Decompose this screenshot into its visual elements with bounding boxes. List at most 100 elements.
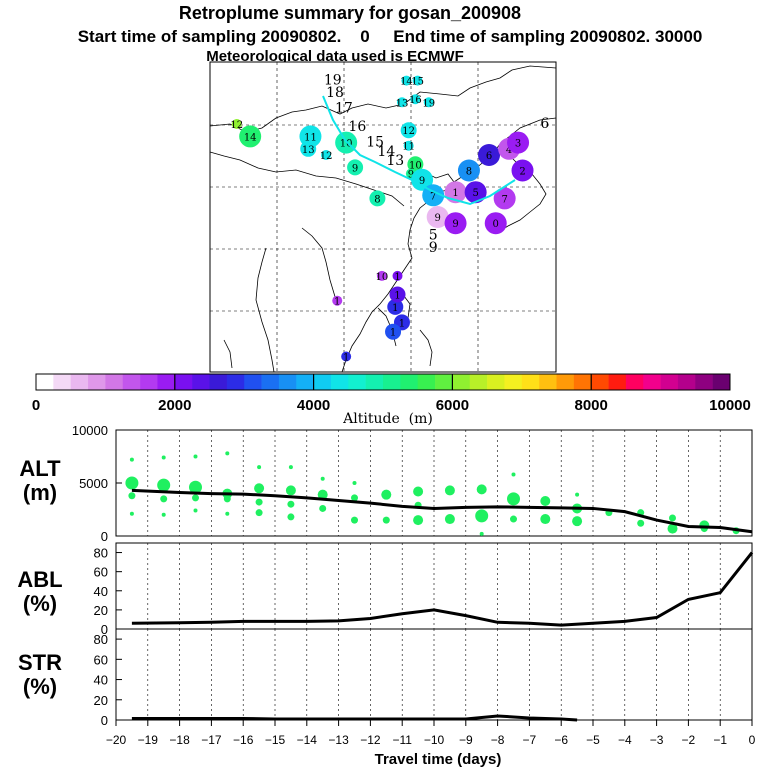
x-tick-label: −5 xyxy=(586,733,600,747)
plume-day-label: 1 xyxy=(452,188,458,199)
plume-marker xyxy=(484,212,507,235)
x-tick-label: −19 xyxy=(138,733,159,747)
y-tick-label: 5000 xyxy=(79,476,108,491)
xaxis-label: Travel time (days) xyxy=(375,751,502,768)
plume-day-label: 9 xyxy=(352,163,358,174)
plume-day-label: 14 xyxy=(244,132,257,143)
y-tick-label: 40 xyxy=(94,584,108,599)
colorbar-cell xyxy=(244,374,262,390)
alt-marker xyxy=(444,514,455,525)
colorbar-cell xyxy=(695,374,713,390)
alt-marker xyxy=(157,478,171,492)
plume-day-label: 15 xyxy=(366,135,384,151)
colorbar-cell xyxy=(677,374,696,390)
x-tick-label: −17 xyxy=(201,733,222,747)
y-tick-label: 20 xyxy=(94,693,108,708)
x-tick-label: −15 xyxy=(265,733,286,747)
colorbar-cell xyxy=(278,374,297,390)
colorbar-cell xyxy=(157,374,176,390)
colorbar-tick-label: 2000 xyxy=(158,397,191,414)
alt-marker xyxy=(257,465,262,470)
plume-day-label: 19 xyxy=(422,98,435,109)
alt-marker xyxy=(479,531,484,536)
colorbar-cell xyxy=(539,374,557,390)
x-tick-label: −8 xyxy=(491,733,505,747)
str-line xyxy=(131,714,578,722)
plume-marker xyxy=(239,125,262,148)
x-tick-label: −20 xyxy=(106,733,127,747)
plume-day-label: 9 xyxy=(452,219,458,230)
colorbar-cell xyxy=(556,374,575,390)
plume-day-label: 12 xyxy=(402,126,415,137)
alt-marker xyxy=(667,523,678,534)
plume-day-label: 8 xyxy=(374,194,380,205)
plume-marker xyxy=(387,298,404,315)
colorbar-cell xyxy=(608,374,627,390)
plume-marker xyxy=(400,122,417,139)
colorbar-tick-label: 8000 xyxy=(575,397,608,414)
plume-day-label: 9 xyxy=(419,176,425,187)
y-tick-label: 80 xyxy=(94,546,108,561)
alt-marker xyxy=(254,483,265,494)
plume-marker xyxy=(412,75,423,86)
plume-day-label: 1 xyxy=(394,272,400,283)
colorbar-cell xyxy=(660,374,679,390)
alt-marker xyxy=(476,484,487,495)
colorbar-cell xyxy=(296,374,314,390)
plume-day-label: 6 xyxy=(486,151,492,162)
colorbar-cell xyxy=(573,374,592,390)
alt-marker xyxy=(255,509,263,517)
colorbar-cell xyxy=(452,374,471,390)
alt-marker xyxy=(540,514,551,525)
altitude-colorbar: 0 2000 4000 6000 8000 10000 Altitude (m) xyxy=(32,373,751,427)
plume-day-label: 4 xyxy=(506,145,512,156)
x-tick-label: −1 xyxy=(713,733,727,747)
alt-marker xyxy=(225,511,230,516)
plume-day-label: 1 xyxy=(390,328,396,339)
plume-day-label: 9 xyxy=(435,213,441,224)
x-tick-label: −14 xyxy=(297,733,318,747)
plume-marker xyxy=(396,97,407,108)
alt-marker xyxy=(572,516,583,527)
plume-marker xyxy=(478,144,501,166)
alt-marker xyxy=(382,516,390,524)
plume-marker xyxy=(300,140,317,157)
y-tick-label: 60 xyxy=(94,652,108,667)
colorbar-cell xyxy=(88,374,106,390)
plume-day-label: 16 xyxy=(348,119,366,135)
abl-panel: 0 20 40 60 80 xyxy=(94,542,754,637)
x-tick-label: −4 xyxy=(618,733,632,747)
alt-marker xyxy=(540,496,551,507)
travel-time-axis: −20 −19 −18 −17 −16 −15 −14 −13 −12 −11 −10 −9 −8 −7−… xyxy=(106,720,756,747)
plume-marker xyxy=(410,94,421,105)
alt-marker xyxy=(288,465,293,470)
alt-marker xyxy=(287,513,295,521)
alt-mean-line xyxy=(131,488,753,534)
plume-day-label: 0 xyxy=(493,219,499,230)
colorbar-cell xyxy=(487,374,505,390)
y-tick-label: 80 xyxy=(94,632,108,647)
plume-marker xyxy=(403,140,414,151)
colorbar-cell xyxy=(105,374,124,390)
abl-ylabel: ABL xyxy=(17,567,62,592)
alt-marker xyxy=(189,480,202,494)
alt-marker xyxy=(160,495,168,503)
colorbar-cell xyxy=(174,374,193,390)
colorbar-cell xyxy=(330,374,349,390)
plume-day-label: 14 xyxy=(377,144,395,160)
plume-day-label: 9 xyxy=(408,170,414,181)
plume-day-label: 17 xyxy=(335,101,353,117)
colorbar-cell xyxy=(313,374,332,390)
x-tick-label: −6 xyxy=(554,733,568,747)
abl-line xyxy=(131,551,754,627)
colorbar-tick-label: 10000 xyxy=(709,397,751,414)
plume-day-label: 8 xyxy=(466,167,472,178)
plume-day-label: 1 xyxy=(399,318,405,329)
colorbar-cell xyxy=(140,374,158,390)
plume-day-label: 5 xyxy=(472,188,478,199)
plume-marker xyxy=(341,351,352,362)
alt-marker xyxy=(475,509,489,523)
